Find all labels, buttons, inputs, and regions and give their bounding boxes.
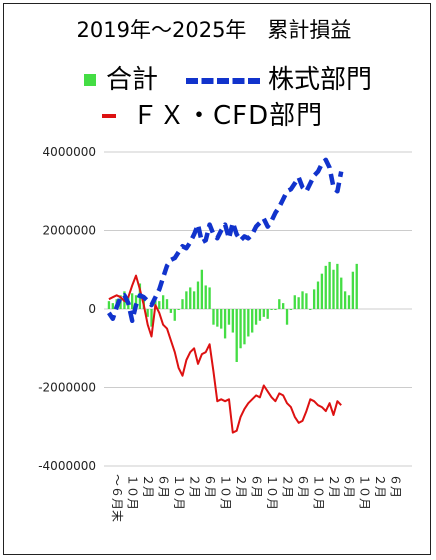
x-tick-label: ６月 [203, 474, 217, 498]
total-bar [173, 309, 176, 321]
total-bar [243, 309, 246, 345]
total-bar [220, 309, 223, 329]
total-bar [185, 291, 188, 309]
x-tick-label: ～６月末 [110, 474, 124, 522]
total-bar [134, 295, 138, 309]
fx-cfd-line [108, 274, 342, 434]
total-bar [320, 273, 324, 309]
legend-label-fx: ＦＸ・CFD部門 [132, 101, 324, 131]
legend-swatch-total [84, 74, 96, 86]
total-bar [332, 269, 335, 309]
total-bar [165, 299, 169, 309]
total-bar [150, 309, 153, 327]
total-bar [131, 293, 134, 309]
x-tick-label: ６月 [296, 474, 310, 498]
legend-swatch-fx [102, 114, 116, 118]
y-tick-label: 0 [88, 302, 96, 316]
x-tick-label: ２月 [280, 474, 294, 498]
total-bar [161, 295, 165, 309]
x-tick-label: ６月 [389, 474, 403, 498]
total-bar [177, 309, 180, 310]
total-bar [289, 309, 293, 310]
legend-swatch-stock [186, 78, 260, 84]
total-bar [324, 265, 327, 309]
total-bar [336, 263, 339, 309]
total-bar [216, 309, 219, 327]
total-bar [285, 309, 289, 325]
total-bar [196, 281, 200, 309]
legend-row-1: 合計 株式部門 [0, 62, 428, 98]
x-tick-label: ２月 [234, 474, 248, 498]
chart-title: 2019年～2025年 累計損益 [76, 18, 352, 42]
x-tick-label: １０月 [311, 474, 325, 510]
x-tick-label: １０月 [265, 474, 279, 510]
total-bar [227, 309, 231, 325]
y-tick-label: -4000000 [38, 459, 96, 473]
total-bar [347, 295, 351, 309]
total-bar [107, 301, 111, 309]
x-tick-label: １０月 [358, 474, 372, 510]
legend-row-2: ＦＸ・CFD部門 [0, 98, 428, 134]
x-tick-label: １０月 [172, 474, 186, 510]
total-bar [301, 291, 304, 309]
total-bar [223, 309, 227, 339]
y-tick-label: 2000000 [43, 224, 96, 238]
total-bar [208, 287, 211, 309]
total-bar [204, 285, 207, 309]
total-bar [158, 301, 161, 309]
total-bar [309, 309, 312, 310]
total-bar [235, 309, 238, 362]
total-bar [146, 309, 149, 317]
total-bar [351, 271, 355, 309]
total-bar [316, 281, 320, 309]
total-bar [297, 297, 300, 309]
total-bar [262, 309, 265, 317]
legend-label-total: 合計 [106, 65, 159, 95]
total-bar [274, 309, 277, 310]
total-bar [111, 303, 114, 309]
x-tick-label: １０月 [125, 474, 139, 510]
total-bar [254, 309, 258, 325]
total-bar [355, 263, 358, 309]
y-tick-label: 4000000 [43, 145, 96, 159]
total-bar [200, 269, 204, 309]
total-bar [231, 309, 234, 333]
total-bar [247, 309, 250, 337]
total-bar [239, 309, 242, 349]
total-bar [305, 293, 308, 309]
x-tick-label: １０月 [218, 474, 232, 510]
x-tick-label: ２月 [187, 474, 201, 498]
x-tick-label: ２月 [373, 474, 387, 498]
total-bar [258, 309, 262, 321]
x-tick-label: ２月 [327, 474, 341, 498]
total-bar [212, 309, 215, 325]
x-tick-label: ６月 [342, 474, 356, 498]
total-bar [312, 289, 316, 309]
total-bar [181, 299, 184, 309]
total-bar [266, 309, 269, 319]
total-bar [154, 299, 157, 309]
y-tick-label: -2000000 [38, 381, 96, 395]
stock-line [107, 157, 344, 324]
total-bar [251, 309, 254, 333]
x-tick-label: ２月 [141, 474, 155, 498]
total-bar [343, 291, 347, 309]
total-bar [340, 277, 343, 309]
total-bar [169, 309, 173, 313]
chart-frame [3, 3, 431, 555]
legend-label-stock: 株式部門 [268, 65, 373, 95]
total-bar [328, 261, 331, 309]
total-bar [282, 303, 285, 309]
total-bar [192, 291, 196, 309]
x-tick-label: ６月 [156, 474, 170, 498]
x-tick-label: ６月 [249, 474, 263, 498]
total-bar [270, 309, 273, 310]
total-bar [189, 287, 192, 309]
total-bar [293, 295, 296, 309]
total-bar [278, 299, 281, 309]
